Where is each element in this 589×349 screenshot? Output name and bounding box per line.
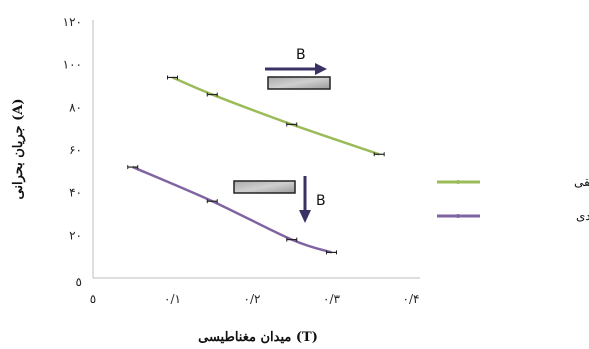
x-axis-title: میدان مغناطیسی (T) xyxy=(198,330,318,345)
legend-marker-horizontal xyxy=(456,180,460,184)
y-tick-label: ۴٠ xyxy=(69,186,82,200)
series-line-0 xyxy=(172,76,380,156)
x-tick-label: ٠/٣ xyxy=(323,292,340,306)
y-tick-label: ۶٠ xyxy=(69,143,82,157)
sample-tape-horizontal xyxy=(267,76,331,90)
field-arrowhead-right xyxy=(315,63,327,75)
field-annotation-vertical: B xyxy=(233,176,326,223)
field-label-horizontal: B xyxy=(296,47,306,63)
field-arrowhead-down xyxy=(299,210,311,223)
sample-tape-vertical xyxy=(233,180,296,194)
legend-label-vertical: مؤلفه‌ی عمودی xyxy=(576,209,589,223)
x-tick-label: ٠/۴ xyxy=(403,292,420,306)
field-annotation-horizontal: B xyxy=(265,47,331,90)
y-tick-label: ١٠٠ xyxy=(63,58,82,72)
series-line-1 xyxy=(132,165,332,254)
field-label-vertical: B xyxy=(316,193,326,209)
x-tick-label: ٠/١ xyxy=(164,292,181,306)
legend-marker-vertical xyxy=(456,214,460,218)
y-tick-label: ١٢٠ xyxy=(63,15,82,29)
legend-label-horizontal: مؤلفه‌ی افقی xyxy=(574,175,589,189)
x-tick-label: ٠/٢ xyxy=(244,292,261,306)
y-tick-label: ٢٠ xyxy=(69,228,82,242)
y-tick-label: ٥ xyxy=(76,275,82,289)
x-tick-label: ٥ xyxy=(90,292,96,306)
legend: مؤلفه‌ی افقی مؤلفه‌ی عمودی xyxy=(437,175,589,223)
y-axis-title: جریان بحرانی (A) xyxy=(11,98,26,199)
y-tick-label: ٨٠ xyxy=(69,100,82,114)
